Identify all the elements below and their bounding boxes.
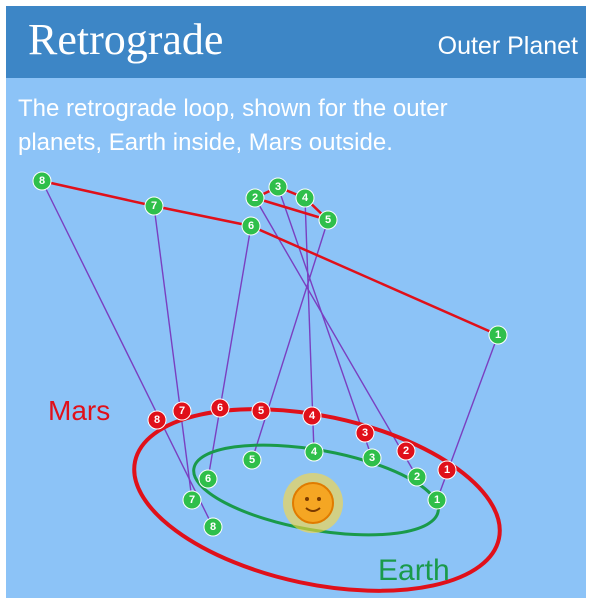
mars-number: 5 <box>258 405 264 417</box>
diagram: Retrograde Outer Planet The retrograde l… <box>0 0 592 604</box>
mars-number: 6 <box>217 402 223 414</box>
title: Retrograde <box>28 15 223 64</box>
earth-number: 4 <box>311 446 318 458</box>
sky-number: 2 <box>252 192 258 204</box>
sky-number: 1 <box>495 329 501 341</box>
subtitle: Outer Planet <box>438 32 578 60</box>
earth-number: 3 <box>369 452 375 464</box>
earth-number: 1 <box>434 494 440 506</box>
sky-number: 8 <box>39 175 45 187</box>
sky-number: 5 <box>325 214 331 226</box>
mars-label: Mars <box>48 395 110 426</box>
earth-number: 2 <box>414 471 420 483</box>
sun <box>283 473 343 533</box>
earth-number: 8 <box>210 521 216 533</box>
mars-number: 7 <box>179 405 185 417</box>
mars-number: 8 <box>154 414 160 426</box>
earth-number: 5 <box>249 454 255 466</box>
earth-number: 7 <box>189 494 195 506</box>
mars-number: 1 <box>444 464 450 476</box>
description-line: planets, Earth inside, Mars outside. <box>18 129 393 156</box>
sky-number: 7 <box>151 200 157 212</box>
mars-number: 4 <box>309 410 316 422</box>
description-line: The retrograde loop, shown for the outer <box>18 95 448 122</box>
earth-number: 6 <box>205 473 211 485</box>
page: Retrograde Outer Planet The retrograde l… <box>0 0 592 604</box>
mars-number: 2 <box>403 445 409 457</box>
sky-number: 3 <box>275 181 281 193</box>
mars-number: 3 <box>362 427 368 439</box>
earth-label: Earth <box>378 554 450 587</box>
sky-number: 6 <box>248 220 254 232</box>
sky-number: 4 <box>302 192 309 204</box>
